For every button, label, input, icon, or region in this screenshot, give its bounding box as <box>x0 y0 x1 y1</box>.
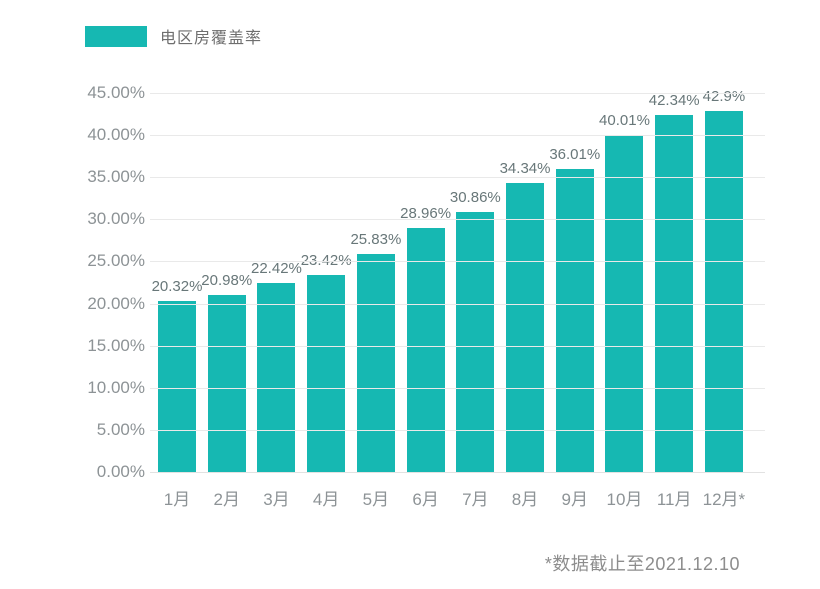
bar-value-label: 22.42% <box>251 260 302 278</box>
y-tick-label: 45.00% <box>87 83 145 102</box>
y-tick-label: 35.00% <box>87 167 145 187</box>
bar-column: 20.98% 2月 <box>201 93 252 509</box>
y-tick-label: 5.00% <box>96 419 145 439</box>
bar-value-label: 40.01% <box>599 112 650 130</box>
x-tick-label: 4月 <box>312 490 340 509</box>
y-tick-label: 25.00% <box>87 251 145 271</box>
x-tick-label: 12月* <box>702 490 746 509</box>
bar <box>456 212 495 472</box>
gridline <box>150 177 765 179</box>
plot-area: 20.32% 1月 20.98% 2月 22.42% 3月 23.42% 4月 25.83% 5月… <box>150 88 765 509</box>
bar <box>406 228 445 472</box>
legend: 电区房覆盖率 <box>85 24 262 48</box>
x-tick-label: 5月 <box>362 490 390 509</box>
x-tick-label: 8月 <box>511 490 539 509</box>
x-tick-label: 3月 <box>263 490 290 509</box>
bar-column: 34.34% 8月 <box>500 93 551 509</box>
bar <box>257 283 296 472</box>
y-tick-label: 40.00% <box>87 125 145 145</box>
y-tick-label: 15.00% <box>87 335 145 355</box>
y-tick-label: 30.00% <box>87 209 145 229</box>
bar-column: 22.42% 3月 <box>251 93 302 509</box>
x-tick-label: 2月 <box>213 490 240 509</box>
bar-column: 28.96% 6月 <box>400 93 451 509</box>
y-tick-label: 10.00% <box>87 377 145 397</box>
gridline <box>150 345 765 347</box>
x-tick-label: 10月 <box>606 490 643 509</box>
bar-column: 20.32% 1月 <box>152 93 203 509</box>
bar-value-label: 42.34% <box>648 92 700 110</box>
y-tick-label: 20.00% <box>87 293 145 313</box>
bar <box>555 168 594 472</box>
legend-swatch <box>85 25 147 47</box>
gridline <box>150 261 765 263</box>
bar-value-label: 28.96% <box>400 205 452 223</box>
bar-value-label: 20.98% <box>201 272 253 290</box>
bar <box>605 135 644 472</box>
bar-value-label: 34.34% <box>499 159 551 177</box>
bar <box>506 182 545 472</box>
bar-column: 36.01% 9月 <box>549 93 600 509</box>
x-tick-label: 6月 <box>412 490 439 509</box>
bar-value-label: 20.32% <box>151 277 203 295</box>
y-axis: 0.00% 5.00% 10.00% 15.00% 20.00% 25.00% 30.00%… <box>0 83 145 481</box>
gridline <box>150 387 765 389</box>
gridline <box>150 303 765 305</box>
bars-area: 20.32% 1月 20.98% 2月 22.42% 3月 23.42% 4月 25.83% 5月… <box>152 88 746 509</box>
gridline <box>150 93 765 94</box>
x-tick-label: 1月 <box>163 490 191 509</box>
footnote: *数据截止至2021.12.10 <box>544 554 740 574</box>
bar-value-label: 42.9% <box>702 87 746 105</box>
bar <box>704 110 743 472</box>
bar <box>356 254 395 472</box>
bar-column: 25.83% 5月 <box>350 93 401 509</box>
bar-column: 40.01% 10月 <box>599 93 650 509</box>
bar <box>207 295 246 472</box>
x-tick-label: 7月 <box>462 490 489 509</box>
gridline <box>150 219 765 221</box>
bar-column: 42.9% 12月* <box>703 88 746 509</box>
bar <box>307 274 346 472</box>
gridline <box>150 429 765 431</box>
bar-value-label: 25.83% <box>350 231 402 249</box>
gridline <box>150 472 765 473</box>
bar-column: 23.42% 4月 <box>301 93 352 509</box>
bar-value-label: 23.42% <box>300 251 352 269</box>
bar <box>158 300 196 472</box>
bar <box>655 115 694 472</box>
legend-label: 电区房覆盖率 <box>160 30 263 47</box>
bar-column: 42.34% 11月 <box>649 92 700 509</box>
gridline <box>150 135 765 137</box>
bar-value-label: 30.86% <box>449 189 501 207</box>
x-tick-label: 9月 <box>561 490 588 509</box>
bar-column: 30.86% 7月 <box>450 93 501 509</box>
bar-value-label: 36.01% <box>549 145 601 163</box>
x-tick-label: 11月 <box>656 490 692 509</box>
y-tick-label: 0.00% <box>96 462 145 481</box>
